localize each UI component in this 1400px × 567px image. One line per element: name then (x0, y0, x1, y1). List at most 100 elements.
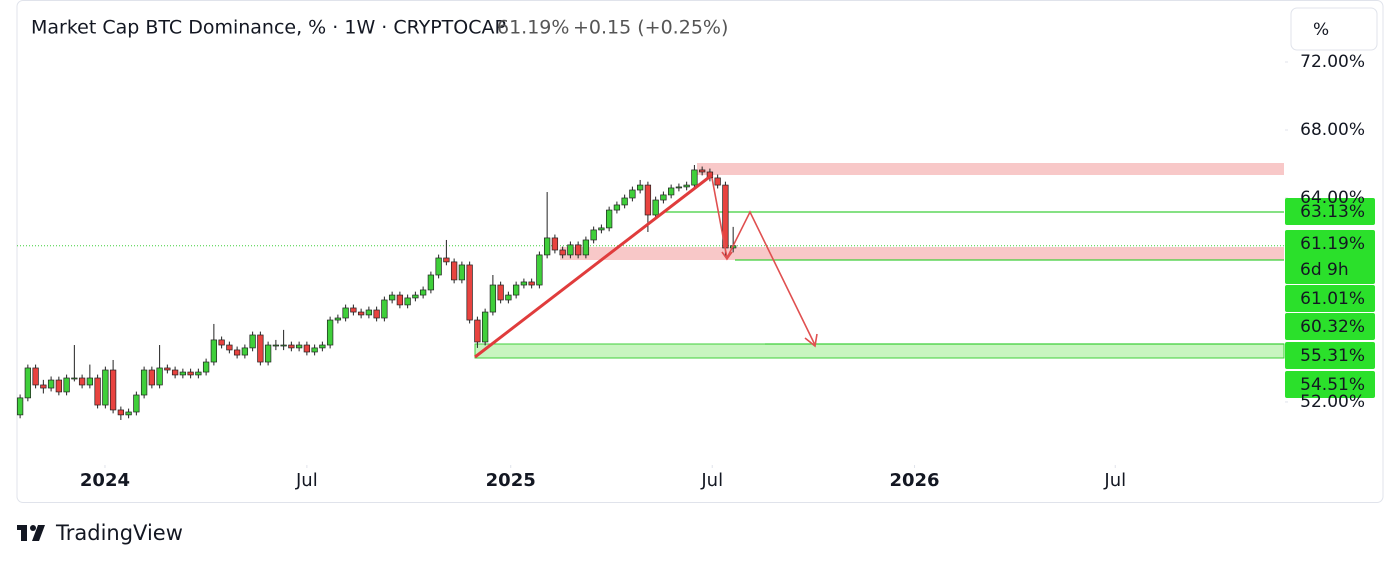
candle-body (474, 319, 481, 343)
support-zone (474, 343, 1285, 359)
price-badge (1285, 313, 1375, 340)
candle-body (249, 334, 256, 349)
candle-body (412, 294, 419, 299)
trend-line (474, 173, 713, 359)
candle-body (450, 261, 458, 281)
price-badge-label: 54.51% (1300, 375, 1365, 395)
candle-body (636, 184, 644, 191)
candle-body (288, 344, 295, 349)
logo-part (21, 525, 27, 541)
candle-body (148, 369, 156, 386)
candle-body (536, 254, 543, 286)
price-badge-label: 63.13% (1300, 202, 1365, 222)
candle-body (117, 409, 125, 416)
price-badge-label: 55.31% (1300, 346, 1365, 366)
price-badge-label: 60.32% (1300, 317, 1365, 337)
x-tick-label: 2025 (486, 470, 536, 491)
candle-body (481, 311, 489, 343)
candle-body (660, 194, 667, 201)
candle-body (427, 274, 435, 291)
arrow-head (721, 251, 733, 261)
candle-body (365, 309, 373, 316)
candle-body (233, 349, 241, 356)
candle-body (373, 309, 380, 319)
y-tick-label: 68.00% (1300, 120, 1365, 140)
y-tick-label: 72.00% (1300, 52, 1365, 72)
candle-body (171, 369, 179, 376)
candle-body (241, 347, 249, 356)
scale-button[interactable] (1290, 7, 1378, 51)
scale-button-label[interactable]: % (1313, 20, 1329, 40)
candle-body (202, 361, 210, 373)
candle-body (311, 347, 318, 353)
candle-body (133, 394, 140, 413)
candle-body (598, 227, 605, 231)
candle-body (497, 284, 504, 301)
candle-body (551, 237, 559, 251)
x-tick-label: Jul (295, 470, 318, 491)
candles (16, 165, 737, 420)
candle-body (257, 334, 264, 363)
candle-body (543, 237, 551, 256)
candle-body (78, 377, 86, 386)
plot-area (17, 61, 1288, 468)
candle-body (94, 377, 101, 406)
candle-body (714, 177, 721, 186)
chart-title: Market Cap BTC Dominance, % · 1W · CRYPT… (31, 17, 506, 39)
price-badge-label: 61.19% (1300, 234, 1365, 254)
y-tick-label: 52.00% (1300, 392, 1365, 412)
candle-body (419, 289, 427, 296)
candle-body (567, 244, 574, 256)
candle-body (24, 367, 32, 399)
price-badge (1285, 371, 1375, 398)
brand-name: TradingView (55, 521, 183, 545)
candle-body (699, 169, 706, 173)
candle-body (342, 307, 349, 319)
candle-body (357, 311, 365, 316)
candle-body (396, 294, 404, 306)
candle-body (102, 369, 109, 406)
candle-body (16, 397, 24, 416)
candle-body (195, 371, 202, 376)
price-badge-label: 61.01% (1300, 289, 1365, 309)
candle-body (652, 199, 659, 216)
candle-body (621, 197, 628, 206)
candle-body (40, 384, 47, 389)
candle-body (218, 339, 225, 346)
candle-body (32, 367, 39, 386)
candle-body (574, 244, 582, 256)
price-badge (1285, 198, 1375, 225)
candle-body (443, 257, 450, 263)
candle-body (334, 317, 342, 321)
logo-part (30, 525, 36, 531)
last-value: 61.19% (497, 17, 569, 39)
countdown-label: 6d 9h (1300, 260, 1349, 280)
candle-body (489, 284, 497, 313)
price-badge (1285, 342, 1375, 369)
x-tick-label: 2026 (889, 470, 939, 491)
candle-body (505, 294, 512, 301)
candle-body (164, 367, 171, 371)
candle-body (326, 319, 334, 346)
resistance-zone (697, 163, 1284, 175)
candle-body (458, 264, 466, 281)
candle-body (319, 344, 326, 349)
candle-body (71, 377, 78, 380)
candle-body (210, 339, 218, 363)
resistance-zone (560, 247, 1284, 260)
candle-body (435, 257, 442, 276)
candle-body (187, 371, 194, 376)
candle-body (47, 379, 55, 389)
candle-body (388, 294, 396, 301)
candle-body (668, 187, 675, 196)
price-badge (1285, 285, 1375, 312)
brand-logo: TradingView (17, 521, 183, 545)
candle-body (691, 169, 698, 186)
candle-body (109, 369, 117, 411)
candle-body (605, 209, 613, 229)
candle-body (629, 189, 636, 199)
candle-body (613, 204, 621, 211)
arrow-head (804, 333, 818, 348)
